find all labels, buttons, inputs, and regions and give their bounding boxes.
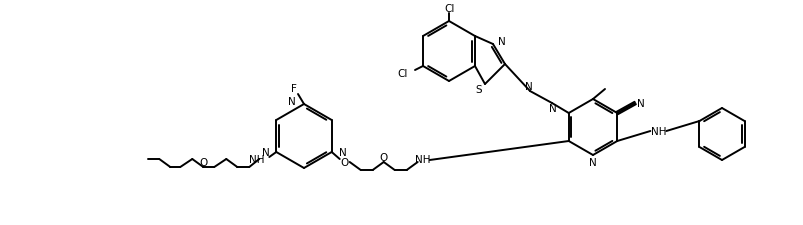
Text: N: N — [524, 82, 532, 92]
Text: NH: NH — [248, 154, 264, 164]
Text: N: N — [589, 157, 596, 167]
Text: NH: NH — [650, 126, 666, 136]
Text: Cl: Cl — [444, 4, 454, 14]
Text: N: N — [497, 37, 505, 47]
Text: N: N — [338, 147, 346, 157]
Text: Cl: Cl — [397, 69, 408, 79]
Text: O: O — [199, 157, 207, 167]
Text: S: S — [475, 85, 481, 94]
Text: F: F — [291, 84, 296, 94]
Text: O: O — [379, 152, 387, 162]
Text: N: N — [548, 104, 556, 113]
Text: N: N — [637, 99, 644, 108]
Text: NH: NH — [414, 154, 430, 164]
Text: N: N — [288, 97, 296, 106]
Text: N: N — [261, 147, 269, 157]
Text: O: O — [340, 157, 349, 167]
